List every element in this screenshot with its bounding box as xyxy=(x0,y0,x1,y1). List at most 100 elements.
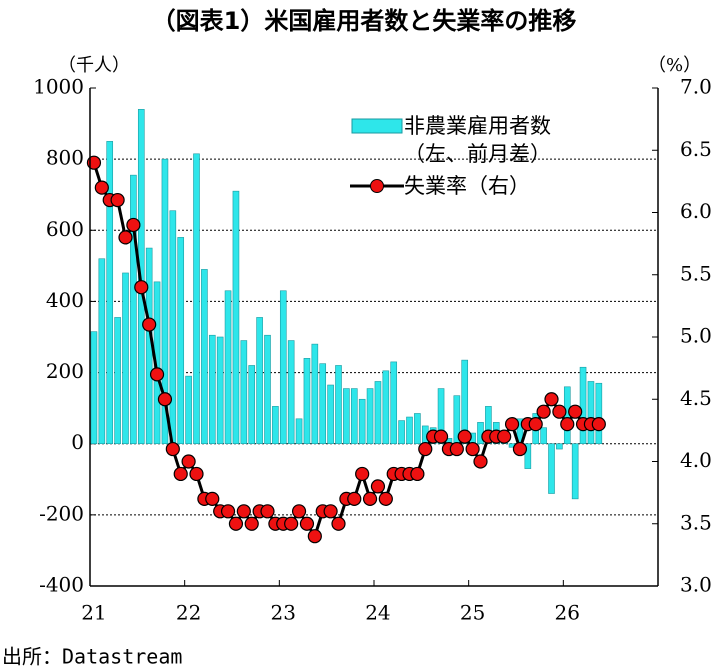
marker xyxy=(94,180,109,195)
marker xyxy=(291,504,307,519)
marker xyxy=(142,317,157,332)
legend-marker xyxy=(370,179,384,193)
marker xyxy=(134,280,149,295)
bar xyxy=(98,258,106,445)
bar xyxy=(240,340,248,445)
marker xyxy=(497,429,512,444)
marker xyxy=(299,516,315,531)
legend-swatch xyxy=(351,118,403,134)
y-tick-label: 0 xyxy=(71,430,84,454)
bar xyxy=(374,381,382,445)
bar xyxy=(311,343,319,445)
legend-symbol xyxy=(351,118,403,134)
x-tick-label: 26 xyxy=(555,601,580,625)
bar xyxy=(579,366,587,445)
marker xyxy=(591,417,606,432)
bar xyxy=(90,331,98,445)
bar xyxy=(248,365,256,445)
bar xyxy=(571,443,579,500)
marker xyxy=(512,441,528,457)
bar xyxy=(437,388,445,445)
y2-tick-label: 7.0 xyxy=(680,75,712,99)
legend-label: 失業率（右） xyxy=(404,174,530,198)
marker xyxy=(157,392,173,407)
bar xyxy=(232,190,240,445)
x-tick-label: 24 xyxy=(365,601,390,625)
marker xyxy=(378,491,393,506)
y-tick-label: -200 xyxy=(39,501,84,525)
marker xyxy=(307,529,322,544)
bar xyxy=(461,359,469,445)
marker xyxy=(355,466,370,482)
marker xyxy=(181,454,196,469)
marker xyxy=(528,417,543,432)
y-tick-label: 400 xyxy=(46,288,84,312)
bar xyxy=(587,381,595,445)
marker xyxy=(418,441,433,457)
bar xyxy=(287,340,295,445)
source-note: 出所：Datastream xyxy=(2,645,182,669)
marker xyxy=(465,441,480,457)
bar xyxy=(185,375,192,445)
marker xyxy=(284,516,299,531)
bar xyxy=(398,420,405,445)
marker xyxy=(323,504,338,519)
bar xyxy=(524,443,532,469)
bar xyxy=(335,365,342,445)
bar xyxy=(114,317,121,445)
marker xyxy=(236,504,251,519)
y2-tick-label: 6.0 xyxy=(680,199,712,223)
marker xyxy=(118,230,133,245)
bar xyxy=(169,210,177,445)
y2-tick-label: 5.0 xyxy=(680,324,712,348)
legend-item: 非農業雇用者数（左、前月差） xyxy=(350,112,604,168)
y2-tick-label: 6.5 xyxy=(680,137,712,161)
legend-item: 失業率（右） xyxy=(350,172,604,200)
x-tick-label: 21 xyxy=(81,601,106,625)
y-tick-label: 200 xyxy=(46,359,84,383)
bar xyxy=(382,370,390,445)
y-tick-label: 800 xyxy=(46,146,84,170)
y2-axis-label: （%） xyxy=(648,55,701,76)
marker xyxy=(331,516,346,531)
marker xyxy=(149,367,165,382)
y-tick-label: 600 xyxy=(46,217,84,241)
bar xyxy=(224,290,232,445)
y2-tick-label: 5.5 xyxy=(680,261,712,285)
marker xyxy=(410,466,425,482)
bar xyxy=(540,427,547,445)
marker xyxy=(449,441,464,457)
bar xyxy=(264,334,271,445)
marker xyxy=(244,516,259,531)
bar xyxy=(390,361,398,445)
marker xyxy=(165,441,180,457)
y-tick-label: 1000 xyxy=(33,75,84,99)
bar xyxy=(414,413,421,445)
y-tick-label: -400 xyxy=(39,573,84,597)
marker xyxy=(504,417,520,432)
bar xyxy=(485,406,492,445)
legend: 非農業雇用者数（左、前月差） 失業率（右） xyxy=(350,112,604,204)
bar xyxy=(358,398,366,445)
bar xyxy=(343,388,350,445)
legend-label: 非農業雇用者数（左、前月差） xyxy=(404,114,551,166)
marker xyxy=(473,454,488,469)
bar xyxy=(595,382,603,445)
legend-symbol xyxy=(350,179,404,193)
x-tick-label: 23 xyxy=(271,601,296,625)
bar xyxy=(366,388,374,445)
bar xyxy=(295,418,303,445)
bar xyxy=(122,272,129,445)
bar xyxy=(216,336,224,445)
marker xyxy=(110,192,125,208)
bar xyxy=(327,384,334,445)
marker xyxy=(544,392,559,407)
marker xyxy=(126,217,141,233)
bar xyxy=(303,358,311,445)
marker xyxy=(189,466,204,482)
y2-tick-label: 3.5 xyxy=(680,510,712,534)
y2-tick-label: 3.0 xyxy=(680,573,712,597)
marker xyxy=(220,504,236,519)
marker xyxy=(552,404,567,419)
